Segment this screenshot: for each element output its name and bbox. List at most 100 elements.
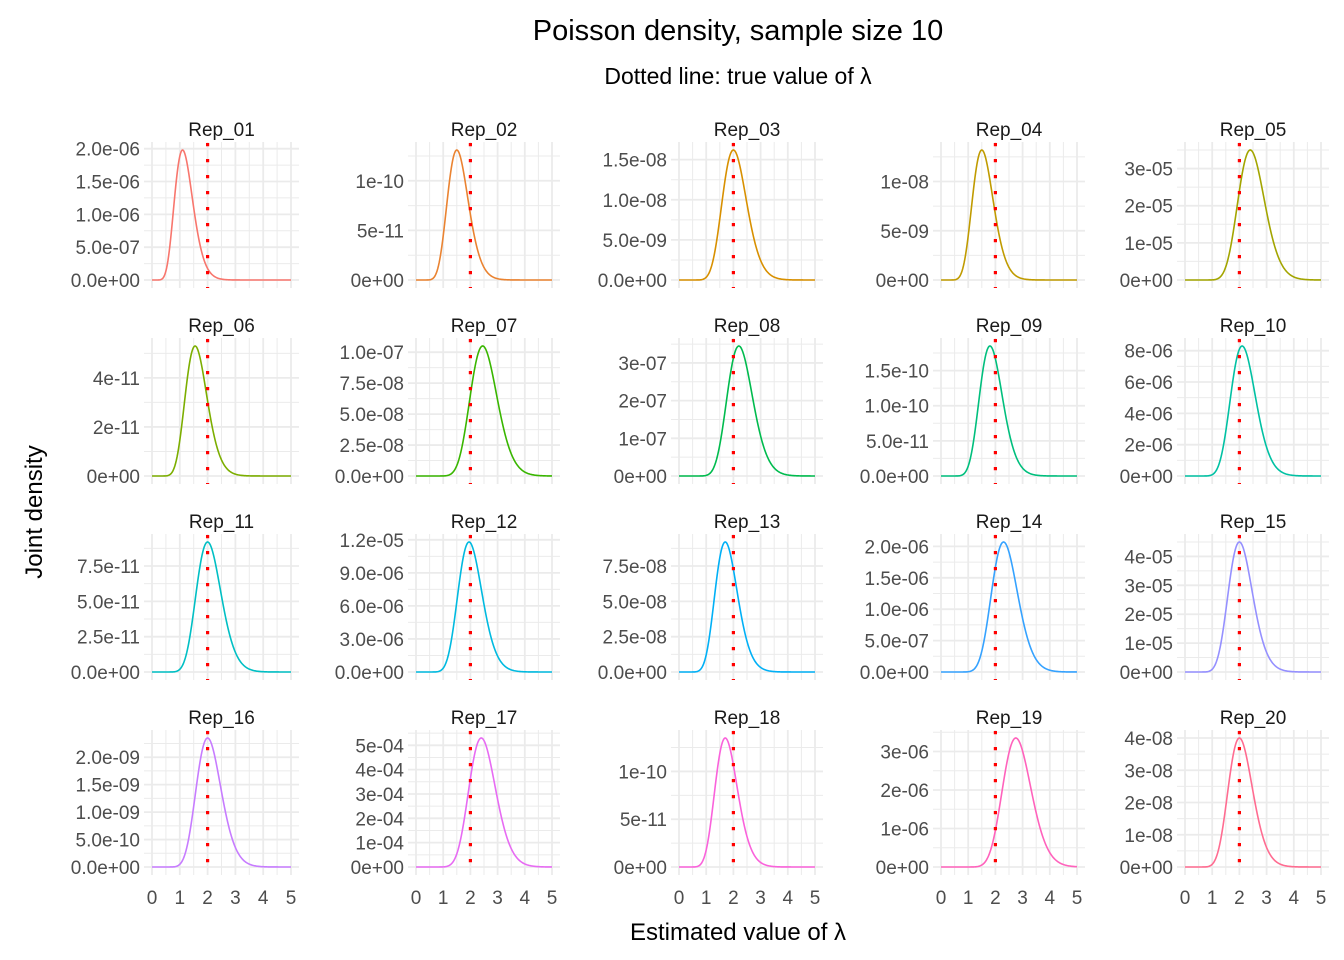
- y-tick-label: 2e-04: [355, 809, 404, 830]
- x-tick-label: 2: [1234, 888, 1245, 909]
- y-tick-label: 5e-11: [620, 810, 667, 831]
- facet-strip-label: Rep_08: [714, 316, 781, 337]
- y-tick-label: 2.0e-09: [76, 748, 140, 769]
- density-curve: [416, 737, 552, 868]
- y-tick-label: 1.5e-10: [865, 362, 929, 383]
- x-tick-label: 4: [520, 888, 531, 909]
- y-tick-label: 1.5e-09: [76, 776, 140, 797]
- facet-strip-label: Rep_03: [714, 120, 781, 141]
- x-tick-label: 4: [258, 888, 269, 909]
- y-tick-label: 6e-06: [1124, 373, 1173, 394]
- x-tick-label: 3: [230, 888, 241, 909]
- density-curve: [941, 541, 1078, 673]
- y-tick-label: 5.0e-09: [603, 231, 667, 252]
- density-curve: [941, 345, 1077, 477]
- y-tick-label: 0e+00: [1120, 271, 1173, 292]
- panel-rep-10: Rep_10 0e+00 2e-06 4e-06 6e-06 8e-06: [1120, 316, 1329, 488]
- panel-rep-09: Rep_09 0.0e+00 5.0e-11 1.0e-10 1.5e-10: [860, 316, 1085, 488]
- y-tick-label: 0e+00: [87, 467, 140, 488]
- x-tick-label: 3: [1017, 888, 1028, 909]
- y-tick-label: 1.2e-05: [340, 531, 404, 552]
- x-tick-label: 0: [147, 888, 158, 909]
- x-tick-label: 1: [438, 888, 449, 909]
- panel-rep-08: Rep_08 0e+00 1e-07 2e-07 3e-07: [614, 316, 823, 488]
- x-tick-label: 1: [963, 888, 974, 909]
- y-tick-label: 7.5e-11: [77, 557, 140, 578]
- y-tick-label: 0e+00: [614, 467, 667, 488]
- facet-strip-label: Rep_01: [188, 120, 255, 141]
- x-tick-label: 5: [547, 888, 558, 909]
- y-tick-label: 1e-06: [880, 819, 929, 840]
- x-tick-label: 0: [1180, 888, 1191, 909]
- y-tick-label: 8e-06: [1124, 342, 1173, 363]
- y-tick-label: 5e-04: [355, 736, 404, 757]
- panel-rep-19: Rep_19 0e+00 1e-06 2e-06 3e-06 0 1 2 3 4 5: [876, 708, 1085, 909]
- x-tick-label: 4: [783, 888, 794, 909]
- facet-strip-label: Rep_15: [1220, 512, 1287, 533]
- y-tick-label: 2e-07: [618, 392, 667, 413]
- y-tick-label: 3e-04: [355, 785, 404, 806]
- density-curve: [941, 737, 1078, 868]
- facet-panels: Rep_01 0.0e+00 5.0e-07 1.0e-06 1.5e-06 2.0e-0…: [71, 120, 1329, 909]
- y-tick-label: 7.5e-08: [340, 374, 404, 395]
- density-curve: [416, 149, 552, 281]
- facet-strip-label: Rep_14: [976, 512, 1043, 533]
- y-tick-label: 2e-06: [1124, 436, 1173, 457]
- y-tick-label: 0.0e+00: [598, 663, 667, 684]
- panel-rep-20: Rep_20 0e+00 1e-08 2e-08 3e-08 4e-08 0 1 2 3 4 5: [1120, 708, 1329, 909]
- panel-rep-16: Rep_16 0.0e+00 5.0e-10 1.0e-09 1.5e-09 2.0e-0…: [71, 708, 299, 909]
- y-tick-label: 0.0e+00: [598, 271, 667, 292]
- y-tick-label: 0e+00: [876, 271, 929, 292]
- y-tick-label: 7.5e-08: [603, 557, 667, 578]
- facet-strip-label: Rep_02: [451, 120, 518, 141]
- y-tick-label: 0e+00: [1120, 467, 1173, 488]
- y-tick-label: 5.0e-10: [76, 831, 140, 852]
- density-curve: [679, 737, 815, 868]
- facet-strip-label: Rep_10: [1220, 316, 1287, 337]
- facet-strip-label: Rep_09: [976, 316, 1043, 337]
- x-tick-label: 5: [286, 888, 297, 909]
- panel-rep-12: Rep_12 0.0e+00 3.0e-06 6.0e-06 9.0e-06 1.2e-0…: [335, 512, 560, 684]
- panel-rep-02: Rep_02 0e+00 5e-11 1e-10: [351, 120, 560, 292]
- y-tick-label: 0.0e+00: [71, 663, 140, 684]
- x-tick-label: 4: [1289, 888, 1300, 909]
- panel-rep-15: Rep_15 0e+00 1e-05 2e-05 3e-05 4e-05: [1120, 512, 1329, 684]
- chart-subtitle: Dotted line: true value of λ: [604, 63, 872, 89]
- density-curve: [416, 345, 553, 477]
- y-tick-label: 1.5e-08: [603, 151, 667, 172]
- facet-strip-label: Rep_06: [188, 316, 255, 337]
- y-tick-label: 1.5e-06: [76, 173, 140, 194]
- x-tick-label: 2: [728, 888, 739, 909]
- y-tick-label: 0.0e+00: [860, 467, 929, 488]
- y-tick-label: 4e-04: [355, 761, 404, 782]
- y-tick-label: 2.5e-08: [603, 628, 667, 649]
- panel-rep-14: Rep_14 0.0e+00 5.0e-07 1.0e-06 1.5e-06 2.0e-0…: [860, 512, 1085, 684]
- x-tick-label: 3: [1261, 888, 1272, 909]
- y-tick-label: 5.0e-08: [603, 592, 667, 613]
- facet-strip-label: Rep_07: [451, 316, 518, 337]
- y-tick-label: 3.0e-06: [340, 630, 404, 651]
- panel-rep-17: Rep_17 0e+00 1e-04 2e-04 3e-04 4e-04 5e-04 0 1 2 3…: [351, 708, 560, 909]
- density-curve: [416, 541, 552, 673]
- y-tick-label: 1.0e-09: [76, 803, 140, 824]
- y-tick-label: 5e-09: [880, 222, 929, 243]
- chart-title: Poisson density, sample size 10: [533, 15, 944, 47]
- y-tick-label: 1.0e-06: [865, 600, 929, 621]
- density-curve: [1185, 345, 1321, 477]
- y-tick-label: 1e-08: [880, 173, 929, 194]
- y-tick-label: 3e-05: [1124, 576, 1173, 597]
- x-tick-label: 2: [202, 888, 213, 909]
- y-tick-label: 1e-10: [355, 172, 404, 193]
- density-curve: [1185, 149, 1321, 281]
- y-tick-label: 5.0e-08: [340, 405, 404, 426]
- y-tick-label: 1e-08: [1124, 826, 1173, 847]
- y-tick-label: 5.0e-11: [77, 592, 140, 613]
- panel-rep-04: Rep_04 0e+00 5e-09 1e-08: [876, 120, 1085, 292]
- facet-strip-label: Rep_05: [1220, 120, 1287, 141]
- facet-strip-label: Rep_17: [451, 708, 518, 729]
- y-tick-label: 4e-11: [93, 369, 140, 390]
- panel-rep-01: Rep_01 0.0e+00 5.0e-07 1.0e-06 1.5e-06 2.0e-0…: [71, 120, 299, 292]
- y-axis-title: Joint density: [21, 445, 48, 578]
- y-tick-label: 3e-06: [880, 742, 929, 763]
